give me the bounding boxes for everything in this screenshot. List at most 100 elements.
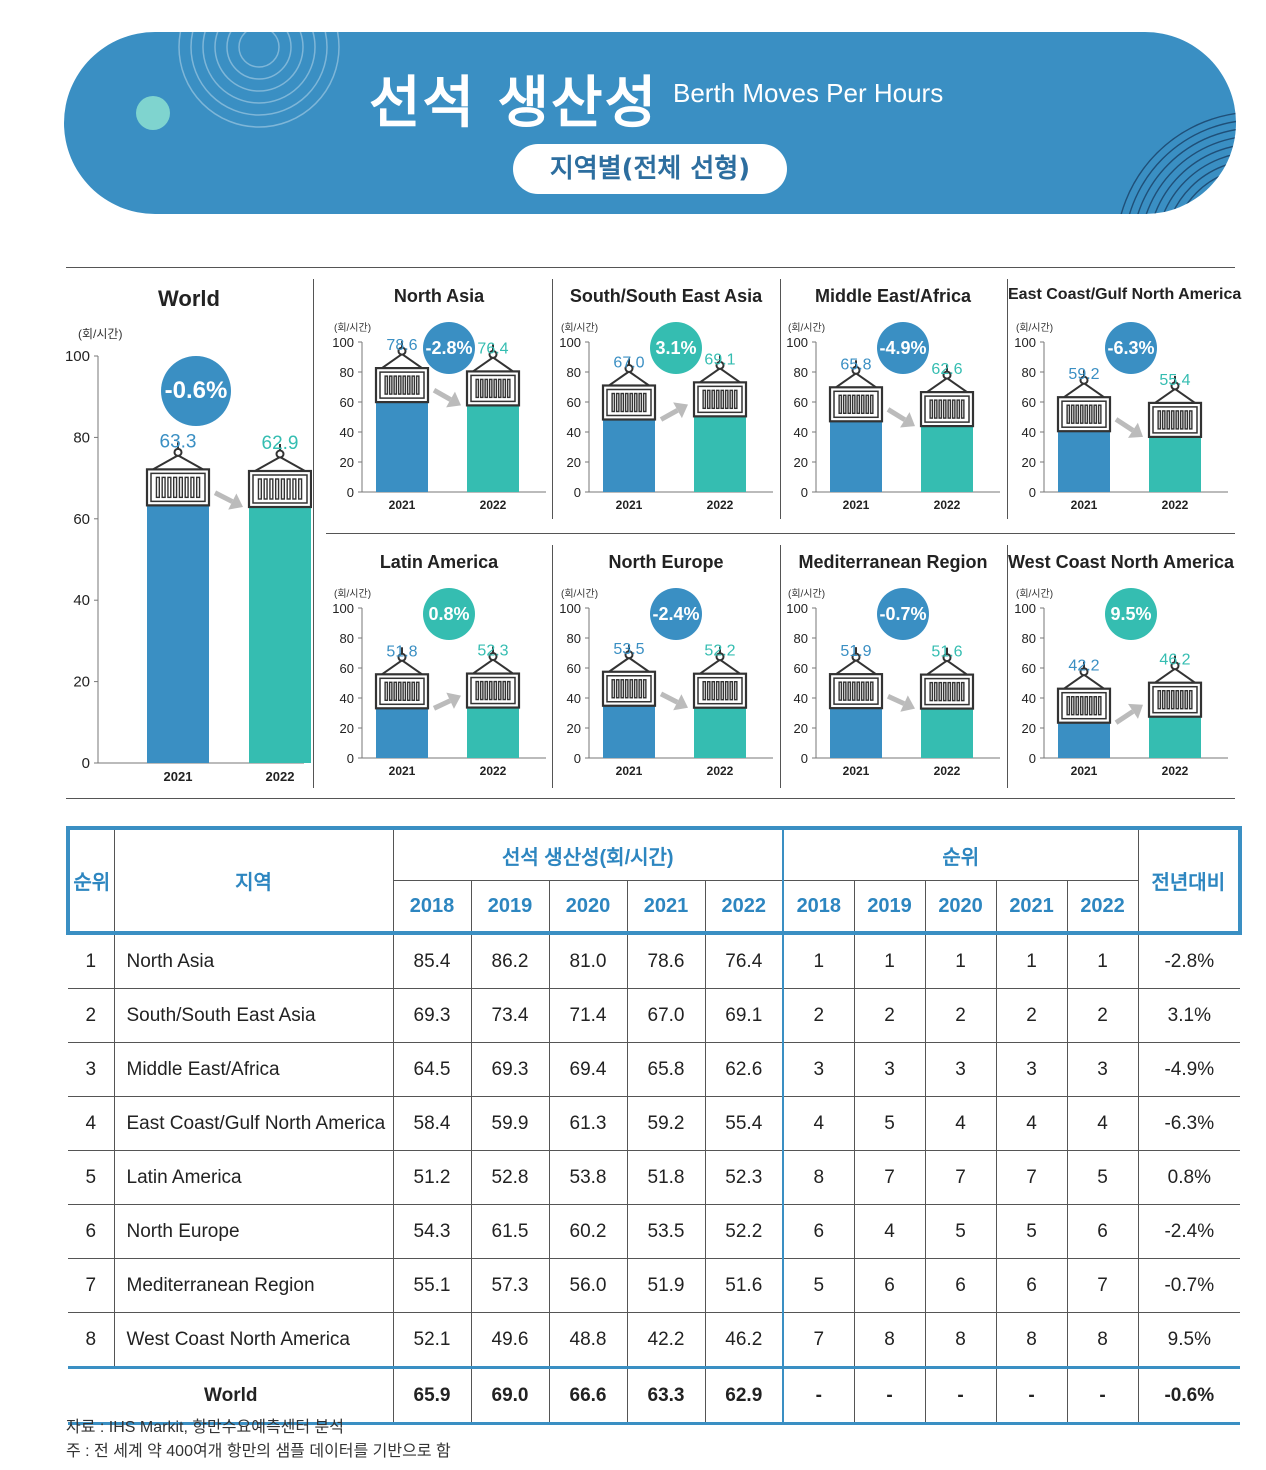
rank-year-cell: 3 [1066,1042,1139,1097]
region-cell: Latin America [113,1150,393,1205]
region-cell: South/South East Asia [113,988,393,1043]
container-icon [919,365,975,428]
chart-top-rule [66,267,1235,268]
table-row: 8 West Coast North America 52.1 49.6 48.8 42.… [68,1312,1241,1368]
header-year-productivity: 2018 [392,880,471,935]
chart-svg: (회/시간) 0 20 40 60 80 100 51.9 2021 51.6 2022 [786,588,1000,778]
chart-divider [1007,279,1008,519]
chart-svg: (회/시간) 0 20 40 60 80 100 42.2 2021 46.2 2022 [1014,588,1228,778]
x-tick-label: 2022 [934,498,961,512]
x-tick-label: 2022 [480,764,507,778]
chart-title: North Europe [608,552,724,572]
chart-title: Mediterranean Region [798,552,988,572]
data-label: 59.2 [1068,366,1099,383]
x-tick-label: 2021 [616,498,643,512]
productivity-cell: 53.5 [626,1204,705,1259]
y-tick-label: 0 [1029,485,1036,500]
page-title-english: Berth Moves Per Hours [673,78,944,108]
source-note: 자료 : IHS Markit, 항만수요예측센터 분석 [66,1419,344,1436]
productivity-cell: 69.3 [392,988,471,1043]
x-tick-label: 2022 [1162,498,1189,512]
rank-year-cell: 4 [853,1204,926,1259]
yoy-cell: 3.1% [1137,988,1241,1043]
y-tick-label: 40 [1022,425,1036,440]
header-year-productivity: 2021 [626,880,705,935]
y-tick-label: 0 [1029,751,1036,766]
y-unit-label: (회/시간) [788,322,825,334]
y-tick-label: 0 [347,485,354,500]
rank-cell: 6 [68,1204,114,1259]
trend-arrow [659,408,679,422]
y-unit-label: (회/시간) [1016,322,1053,334]
y-tick-label: 20 [567,721,581,736]
container-icon [145,442,211,507]
y-tick-label: 80 [1022,365,1036,380]
productivity-cell: 76.4 [704,933,784,989]
rank-year-cell: - [924,1366,997,1425]
y-tick-label: 60 [340,661,354,676]
y-tick-label: 20 [73,674,90,691]
y-tick-label: 0 [801,485,808,500]
x-tick-label: 2022 [934,764,961,778]
y-tick-label: 40 [794,691,808,706]
data-label: 52.2 [704,643,735,660]
yoy-cell: 0.8% [1137,1150,1241,1205]
y-tick-label: 100 [332,335,354,350]
y-tick-label: 100 [559,601,581,616]
x-tick-label: 2022 [707,498,734,512]
productivity-cell: 53.8 [548,1150,627,1205]
rank-year-cell: 5 [782,1258,855,1313]
chart-panel-north-europe: North Europe (회/시간) 0 20 40 60 80 100 53.5 2021 52… [553,534,779,788]
decorative-dot [136,96,170,130]
x-tick-label: 2021 [1071,498,1098,512]
header-ranking: 순위 [782,826,1139,881]
header-year-productivity: 2019 [470,880,549,935]
container-icon [1147,655,1203,718]
rank-year-cell: 1 [995,933,1068,989]
rank-year-cell: 3 [995,1042,1068,1097]
productivity-cell: 69.0 [470,1366,549,1425]
y-tick-label: 20 [567,455,581,470]
chart-divider [313,279,314,788]
rank-year-cell: 2 [782,988,855,1043]
region-cell: North Europe [113,1204,393,1259]
productivity-cell: 86.2 [470,933,549,989]
data-label: 51.6 [931,644,962,661]
y-tick-label: 100 [1014,335,1036,350]
data-label: 62.9 [262,433,299,454]
x-tick-label: 2021 [1071,764,1098,778]
y-tick-label: 80 [794,365,808,380]
bar-2022 [249,506,311,763]
y-tick-label: 20 [340,721,354,736]
y-tick-label: 60 [73,511,90,528]
container-icon [828,647,884,710]
table-row: 6 North Europe 54.3 61.5 60.2 53.5 52.2 6 4 5 5 6 -2… [68,1204,1241,1259]
rank-cell: 8 [68,1312,114,1368]
chart-panel-world: World (회/시간) 0 20 40 60 80 100 63.3 2021 62.9 2022 -… [66,268,312,788]
rank-year-cell: 5 [995,1204,1068,1259]
rank-year-cell: 5 [853,1096,926,1151]
table-row: 3 Middle East/Africa 64.5 69.3 69.4 65.8 62.6 3… [68,1042,1241,1097]
rank-cell: 3 [68,1042,114,1097]
x-tick-label: 2021 [164,769,193,784]
y-tick-label: 100 [332,601,354,616]
productivity-cell: 69.4 [548,1042,627,1097]
y-tick-label: 60 [340,395,354,410]
y-tick-label: 60 [567,661,581,676]
header-year-productivity: 2020 [548,880,627,935]
chart-svg: (회/시간) 0 20 40 60 80 100 59.2 2021 55.4 2022 [1014,322,1228,512]
rank-year-cell: 6 [1066,1204,1139,1259]
y-tick-label: 80 [340,365,354,380]
page-title: 선석 생산성 [369,71,659,136]
x-tick-label: 2022 [707,764,734,778]
trend-arrow [432,698,452,711]
y-tick-label: 20 [1022,455,1036,470]
rank-year-cell: 8 [782,1150,855,1205]
y-tick-label: 40 [794,425,808,440]
chart-middle-rule [326,533,1235,534]
y-tick-label: 40 [567,691,581,706]
productivity-cell: 85.4 [392,933,471,989]
container-icon [601,644,657,707]
header-rank: 순위 [66,826,115,935]
rank-year-cell: 5 [1066,1150,1139,1205]
